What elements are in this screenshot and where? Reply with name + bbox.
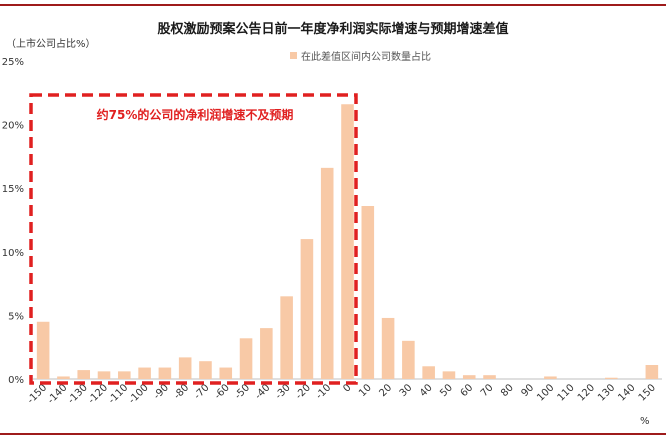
bar <box>57 376 70 379</box>
x-tick-label: 20 <box>377 382 394 399</box>
annotation-text: 约75%的公司的净利润增速不及预期 <box>96 108 294 122</box>
x-tick-label: -140 <box>46 382 70 406</box>
y-tick-label: 5% <box>8 311 24 322</box>
x-tick-label: 40 <box>418 382 435 399</box>
x-tick-label: 140 <box>616 382 637 403</box>
x-tick-label: 110 <box>556 382 577 403</box>
y-tick-label: 15% <box>2 184 24 195</box>
y-tick-label: 10% <box>2 248 24 259</box>
bar <box>138 367 151 379</box>
bar <box>36 321 50 379</box>
bar <box>483 375 496 379</box>
x-tick-label: -20 <box>294 382 313 401</box>
x-tick-label: -30 <box>273 382 292 401</box>
x-tick-label: -110 <box>107 382 131 406</box>
legend: 在此差值区间内公司数量占比 <box>290 48 431 63</box>
x-tick-label: -120 <box>86 382 110 406</box>
bar <box>422 366 435 379</box>
y-tick-label: 0% <box>8 375 24 386</box>
x-tick-label: 150 <box>637 382 658 403</box>
bar <box>320 167 334 379</box>
bar <box>544 376 557 379</box>
x-tick-label: -50 <box>233 382 252 401</box>
x-tick-label: 70 <box>479 382 496 399</box>
bar <box>239 338 253 379</box>
legend-swatch <box>290 52 297 59</box>
bar <box>199 361 212 379</box>
y-axis-label: （上市公司占比%） <box>6 39 96 50</box>
bar <box>402 340 415 379</box>
bar <box>442 371 456 379</box>
bottom-border-line <box>0 433 666 435</box>
x-tick-label: 10 <box>357 382 374 399</box>
bar <box>462 375 476 379</box>
bar <box>118 371 131 379</box>
bar <box>300 239 314 379</box>
bar <box>645 365 659 379</box>
bar <box>280 296 293 379</box>
x-tick-label: -10 <box>314 382 333 401</box>
bar <box>158 367 172 379</box>
bar <box>260 328 273 379</box>
x-tick-label: 90 <box>519 382 536 399</box>
bar <box>341 104 354 380</box>
top-border-line <box>0 4 666 6</box>
bar <box>219 367 233 379</box>
x-tick-label: 80 <box>499 382 516 399</box>
x-tick-label: 50 <box>438 382 455 399</box>
x-tick-label: -60 <box>213 382 232 401</box>
x-tick-label: -90 <box>152 382 171 401</box>
chart-title: 股权激励预案公告日前一年度净利润实际增速与预期增速差值 <box>157 22 509 37</box>
x-tick-label: -70 <box>192 382 211 401</box>
x-tick-label: 120 <box>576 382 597 403</box>
x-tick-label: -80 <box>172 382 191 401</box>
x-tick-label: 30 <box>398 382 415 399</box>
bar <box>361 206 375 379</box>
bar <box>77 370 91 379</box>
x-tick-label: -100 <box>127 382 151 406</box>
y-tick-label: 20% <box>2 121 24 132</box>
x-tick-label: -40 <box>253 382 272 401</box>
x-tick-label: 130 <box>596 382 617 403</box>
x-axis-unit: % <box>640 416 650 427</box>
legend-label: 在此差值区间内公司数量占比 <box>301 52 431 63</box>
x-tick-label: -150 <box>25 382 49 406</box>
x-tick-label: 60 <box>459 382 476 399</box>
bar <box>178 357 192 379</box>
bar <box>97 371 111 379</box>
bar <box>381 317 395 379</box>
x-tick-label: -130 <box>66 382 90 406</box>
highlight-box <box>29 93 358 385</box>
x-tick-label: 100 <box>535 382 556 403</box>
y-tick-label: 25% <box>2 57 24 68</box>
bar <box>604 377 618 379</box>
